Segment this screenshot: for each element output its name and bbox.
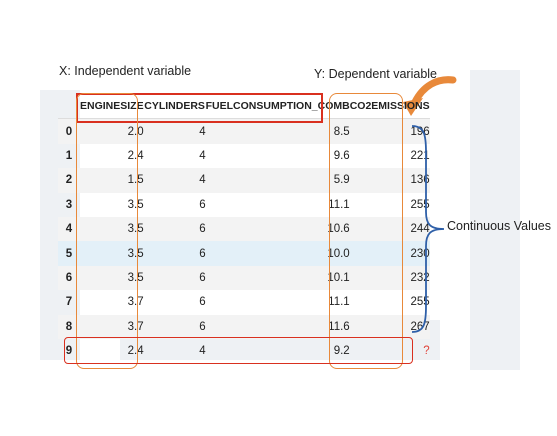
cell-enginesize: 3.5 — [127, 198, 144, 211]
cell-enginesize: 3.5 — [80, 265, 144, 291]
cell-cylinders: 4 — [199, 149, 206, 162]
cell-fuelconsumption: 5.9 — [205, 168, 350, 193]
cell-fuelconsumption: 11.1 — [328, 296, 350, 309]
cell-fuelconsumption: 9.6 — [333, 149, 350, 162]
data-table: ENGINESIZE CYLINDERS FUELCONSUMPTION_COM… — [58, 94, 430, 363]
cell-co2emissions: 244 — [349, 216, 430, 242]
row-index: 6 — [58, 265, 80, 291]
row-index: 2 — [58, 168, 80, 193]
row-index: 1 — [65, 149, 73, 162]
cell-cylinders: 6 — [143, 216, 206, 242]
cell-co2emissions: 230 — [349, 241, 430, 266]
cell-enginesize: 3.5 — [80, 216, 144, 242]
cell-enginesize: 2.0 — [80, 118, 144, 144]
cell-co2emissions: 232 — [349, 265, 430, 291]
independent-variable-column-highlight — [76, 93, 138, 369]
cell-fuelconsumption: 11.6 — [205, 314, 350, 339]
row-index: 9 — [65, 345, 73, 358]
cell-fuelconsumption: 10.1 — [205, 265, 350, 291]
cell-cylinders: 6 — [143, 265, 206, 291]
cell-enginesize: 1.5 — [80, 168, 144, 193]
cell-co2emissions: 255 — [410, 296, 430, 309]
table-row-new: 9 2.4 4 9.2 ? — [58, 339, 430, 363]
row-index: 8 — [58, 314, 80, 339]
table-row: 0 2.0 4 8.5 196 — [58, 118, 430, 144]
table-row: 2 1.5 4 5.9 136 — [58, 168, 430, 193]
cell-enginesize: 3.5 — [80, 241, 144, 266]
y-label: Y: Dependent variable — [314, 67, 438, 81]
cell-enginesize: 3.7 — [127, 296, 144, 309]
cell-co2emissions-unknown: ? — [423, 345, 430, 358]
cell-enginesize: 2.4 — [127, 345, 144, 358]
table-header: ENGINESIZE CYLINDERS FUELCONSUMPTION_COM… — [58, 94, 430, 120]
features-header-highlight — [76, 93, 323, 123]
cell-cylinders: 6 — [143, 241, 206, 266]
cell-cylinders: 6 — [199, 296, 206, 309]
cell-co2emissions: 221 — [410, 149, 430, 162]
column-header-cylinders: CYLINDERS — [143, 94, 206, 120]
row-index: 3 — [65, 198, 73, 211]
cell-fuelconsumption: 11.1 — [328, 198, 350, 211]
continuous-values-label: Continuous Values — [447, 219, 552, 233]
cell-enginesize: 2.4 — [127, 149, 144, 162]
cell-fuelconsumption: 10.0 — [205, 241, 350, 266]
column-header-fuelconsumption: FUELCONSUMPTION_COMB — [205, 94, 350, 120]
cell-cylinders: 4 — [199, 345, 206, 358]
row-index: 7 — [65, 296, 73, 309]
row-index: 0 — [58, 118, 80, 144]
table-row-selected: 5 3.5 6 10.0 230 — [58, 241, 430, 266]
cell-co2emissions: 136 — [349, 168, 430, 193]
table-row: 8 3.7 6 11.6 267 — [58, 314, 430, 339]
new-sample-row-highlight — [64, 337, 413, 364]
table-row: 6 3.5 6 10.1 232 — [58, 265, 430, 291]
table-row: 1 2.4 4 9.6 221 — [58, 144, 430, 168]
index-header — [58, 94, 80, 120]
table-row: 3 3.5 6 11.1 255 — [58, 193, 430, 217]
table-row: 4 3.5 6 10.6 244 — [58, 216, 430, 242]
cell-cylinders: 4 — [143, 118, 206, 144]
column-header-co2emissions: CO2EMISSIONS — [349, 94, 430, 120]
curly-brace-icon — [411, 125, 445, 333]
cell-cylinders: 6 — [143, 314, 206, 339]
row-index: 5 — [58, 241, 80, 266]
cell-enginesize: 3.7 — [80, 314, 144, 339]
cell-cylinders: 6 — [199, 198, 206, 211]
table-row: 7 3.7 6 11.1 255 — [58, 290, 430, 314]
cell-fuelconsumption: 10.6 — [205, 216, 350, 242]
cell-co2emissions: 255 — [410, 198, 430, 211]
dependent-variable-column-highlight — [329, 93, 403, 369]
cell-fuelconsumption: 9.2 — [333, 345, 350, 358]
cell-cylinders: 4 — [143, 168, 206, 193]
cell-co2emissions: 267 — [349, 314, 430, 339]
row-index: 4 — [58, 216, 80, 242]
cell-fuelconsumption: 8.5 — [205, 118, 350, 144]
column-header-enginesize: ENGINESIZE — [80, 94, 144, 120]
x-label: X: Independent variable — [59, 64, 192, 78]
